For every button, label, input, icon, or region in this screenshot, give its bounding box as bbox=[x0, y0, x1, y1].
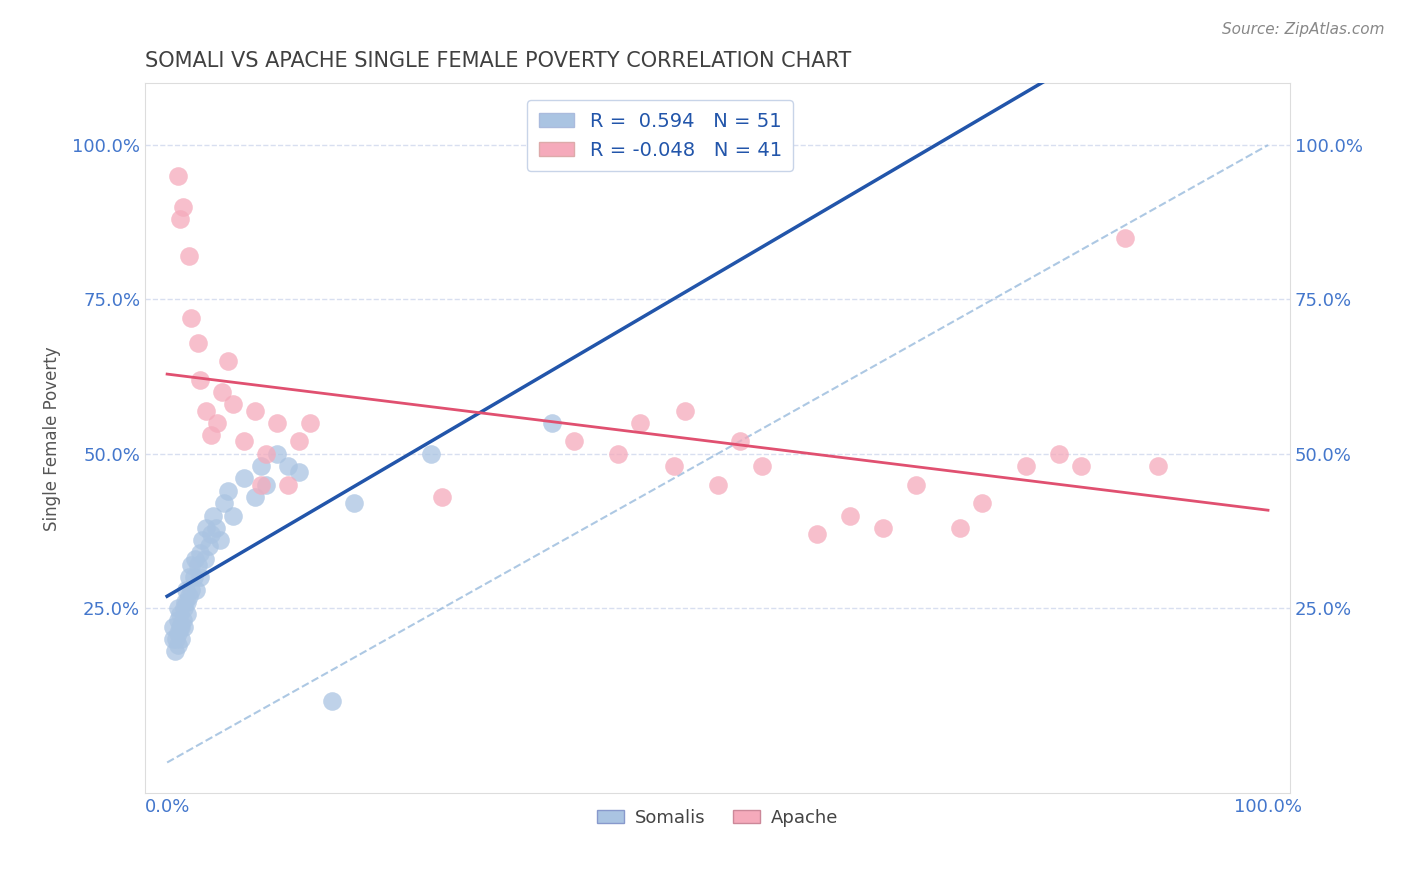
Point bbox=[170, 620, 193, 634]
Point bbox=[167, 169, 190, 183]
Point bbox=[184, 582, 207, 597]
Point bbox=[838, 508, 860, 523]
Point bbox=[173, 595, 195, 609]
Point bbox=[751, 459, 773, 474]
Point bbox=[217, 483, 239, 498]
Point bbox=[169, 607, 191, 622]
Point bbox=[1114, 230, 1136, 244]
Point bbox=[180, 582, 202, 597]
Point bbox=[254, 447, 277, 461]
Point bbox=[167, 625, 190, 640]
Point bbox=[288, 434, 311, 449]
Point bbox=[249, 477, 271, 491]
Point bbox=[188, 570, 211, 584]
Point bbox=[249, 459, 271, 474]
Point bbox=[321, 694, 343, 708]
Text: SOMALI VS APACHE SINGLE FEMALE POVERTY CORRELATION CHART: SOMALI VS APACHE SINGLE FEMALE POVERTY C… bbox=[145, 51, 852, 70]
Point bbox=[806, 527, 828, 541]
Point bbox=[179, 249, 201, 263]
Point bbox=[187, 558, 209, 572]
Point bbox=[214, 496, 236, 510]
Point bbox=[169, 620, 191, 634]
Point bbox=[673, 403, 696, 417]
Point bbox=[222, 397, 245, 411]
Point bbox=[970, 496, 993, 510]
Point bbox=[343, 496, 366, 510]
Point bbox=[564, 434, 586, 449]
Point bbox=[176, 595, 198, 609]
Point bbox=[949, 521, 972, 535]
Point bbox=[198, 540, 221, 554]
Point bbox=[172, 614, 194, 628]
Point bbox=[176, 607, 198, 622]
Point bbox=[1015, 459, 1038, 474]
Point bbox=[183, 570, 205, 584]
Point bbox=[299, 416, 322, 430]
Point bbox=[420, 447, 443, 461]
Point bbox=[607, 447, 630, 461]
Point bbox=[706, 477, 728, 491]
Legend: Somalis, Apache: Somalis, Apache bbox=[591, 802, 845, 834]
Point bbox=[200, 527, 222, 541]
Point bbox=[167, 638, 190, 652]
Point bbox=[179, 589, 201, 603]
Point bbox=[202, 508, 225, 523]
Point bbox=[163, 644, 186, 658]
Point bbox=[728, 434, 751, 449]
Point bbox=[180, 558, 202, 572]
Point bbox=[193, 551, 215, 566]
Point bbox=[630, 416, 652, 430]
Point bbox=[1047, 447, 1070, 461]
Point bbox=[208, 533, 231, 548]
Point bbox=[205, 416, 228, 430]
Point bbox=[233, 434, 256, 449]
Point bbox=[204, 521, 226, 535]
Point bbox=[432, 490, 454, 504]
Point bbox=[1147, 459, 1170, 474]
Point bbox=[180, 310, 202, 325]
Text: Source: ZipAtlas.com: Source: ZipAtlas.com bbox=[1222, 22, 1385, 37]
Point bbox=[1070, 459, 1092, 474]
Point bbox=[243, 490, 266, 504]
Point bbox=[188, 373, 211, 387]
Point bbox=[169, 212, 191, 227]
Point bbox=[170, 632, 193, 646]
Point bbox=[266, 447, 288, 461]
Point bbox=[904, 477, 927, 491]
Point bbox=[187, 335, 209, 350]
Point bbox=[167, 601, 190, 615]
Point bbox=[211, 385, 233, 400]
Point bbox=[172, 200, 194, 214]
Point bbox=[162, 632, 184, 646]
Point bbox=[174, 582, 197, 597]
Point bbox=[541, 416, 564, 430]
Point bbox=[162, 620, 184, 634]
Point bbox=[194, 521, 217, 535]
Point bbox=[254, 477, 277, 491]
Point bbox=[872, 521, 894, 535]
Point bbox=[288, 465, 311, 479]
Point bbox=[194, 403, 217, 417]
Point bbox=[200, 428, 222, 442]
Point bbox=[191, 533, 214, 548]
Point bbox=[277, 477, 299, 491]
Point bbox=[277, 459, 299, 474]
Point bbox=[173, 601, 195, 615]
Point bbox=[233, 471, 256, 485]
Point bbox=[165, 632, 187, 646]
Point bbox=[173, 620, 195, 634]
Point bbox=[222, 508, 245, 523]
Point bbox=[179, 570, 201, 584]
Y-axis label: Single Female Poverty: Single Female Poverty bbox=[44, 346, 60, 531]
Point bbox=[217, 354, 239, 368]
Point bbox=[662, 459, 685, 474]
Point bbox=[183, 551, 205, 566]
Point bbox=[243, 403, 266, 417]
Point bbox=[266, 416, 288, 430]
Point bbox=[167, 614, 190, 628]
Point bbox=[188, 545, 211, 559]
